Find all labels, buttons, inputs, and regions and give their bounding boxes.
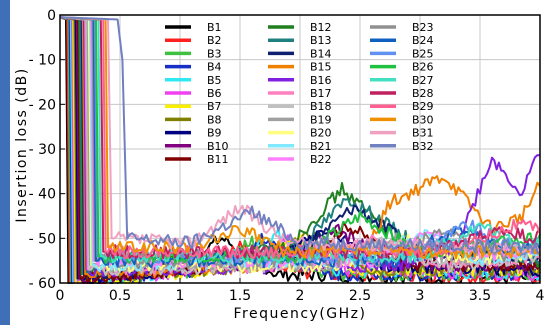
y-tick-label: - 40	[29, 187, 56, 203]
legend-label: B24	[412, 34, 434, 47]
y-axis-label: Insertion loss (dB)	[14, 67, 30, 222]
series-line-b31	[59, 16, 541, 254]
legend: B1B2B3B4B5B6B7B8B9B10B11B12B13B14B15B16B…	[165, 21, 434, 166]
legend-label: B23	[412, 21, 434, 34]
legend-label: B29	[412, 100, 434, 113]
legend-label: B20	[310, 127, 332, 140]
x-tick-label: 2.5	[349, 288, 371, 304]
x-axis-label: Frequency(GHz)	[234, 306, 367, 322]
legend-label: B18	[310, 100, 332, 113]
legend-label: B10	[207, 140, 229, 153]
legend-label: B28	[412, 87, 434, 100]
legend-label: B30	[412, 113, 434, 126]
y-tick-label: - 30	[29, 142, 56, 158]
legend-label: B25	[412, 47, 434, 60]
legend-label: B14	[310, 47, 332, 60]
x-tick-label: 0.5	[109, 288, 131, 304]
legend-label: B21	[310, 140, 332, 153]
legend-label: B27	[412, 74, 434, 87]
legend-label: B22	[310, 153, 332, 166]
x-tick-label: 0	[56, 288, 65, 304]
legend-label: B17	[310, 87, 332, 100]
legend-label: B11	[207, 153, 229, 166]
series-line-b32	[59, 16, 541, 255]
series-line-b28	[59, 16, 541, 260]
x-tick-label: 2	[296, 288, 305, 304]
y-tick-label: - 10	[29, 53, 56, 69]
legend-label: B2	[207, 34, 222, 47]
y-axis-ticks: 0 - 10 - 20 - 30 - 40 - 50 - 60	[29, 8, 65, 292]
legend-label: B13	[310, 34, 332, 47]
y-tick-label: - 60	[29, 276, 56, 292]
series-line-b27	[59, 16, 541, 264]
x-tick-label: 1.5	[229, 288, 251, 304]
legend-label: B16	[310, 74, 332, 87]
legend-label: B5	[207, 74, 222, 87]
legend-label: B19	[310, 113, 332, 126]
x-tick-label: 4	[536, 288, 545, 304]
y-tick-label: 0	[47, 8, 56, 24]
series-line-b18	[59, 16, 541, 277]
legend-label: B15	[310, 61, 332, 74]
legend-label: B1	[207, 21, 222, 34]
legend-label: B26	[412, 61, 434, 74]
x-tick-label: 3.5	[469, 288, 491, 304]
legend-label: B4	[207, 61, 222, 74]
legend-label: B3	[207, 47, 222, 60]
series-line-b30	[59, 16, 541, 260]
x-tick-label: 1	[176, 288, 185, 304]
plot-lines	[59, 16, 541, 284]
legend-label: B8	[207, 113, 222, 126]
legend-label: B9	[207, 127, 222, 140]
legend-label: B12	[310, 21, 332, 34]
y-tick-label: - 50	[29, 231, 56, 247]
legend-label: B32	[412, 140, 434, 153]
left-accent-bar	[0, 0, 10, 325]
legend-label: B31	[412, 127, 434, 140]
x-tick-label: 3	[416, 288, 425, 304]
legend-label: B7	[207, 100, 222, 113]
x-axis-ticks: 0 0.5 1 1.5 2 2.5 3 3.5 4	[56, 278, 545, 304]
legend-label: B6	[207, 87, 222, 100]
y-tick-label: - 20	[29, 97, 56, 113]
